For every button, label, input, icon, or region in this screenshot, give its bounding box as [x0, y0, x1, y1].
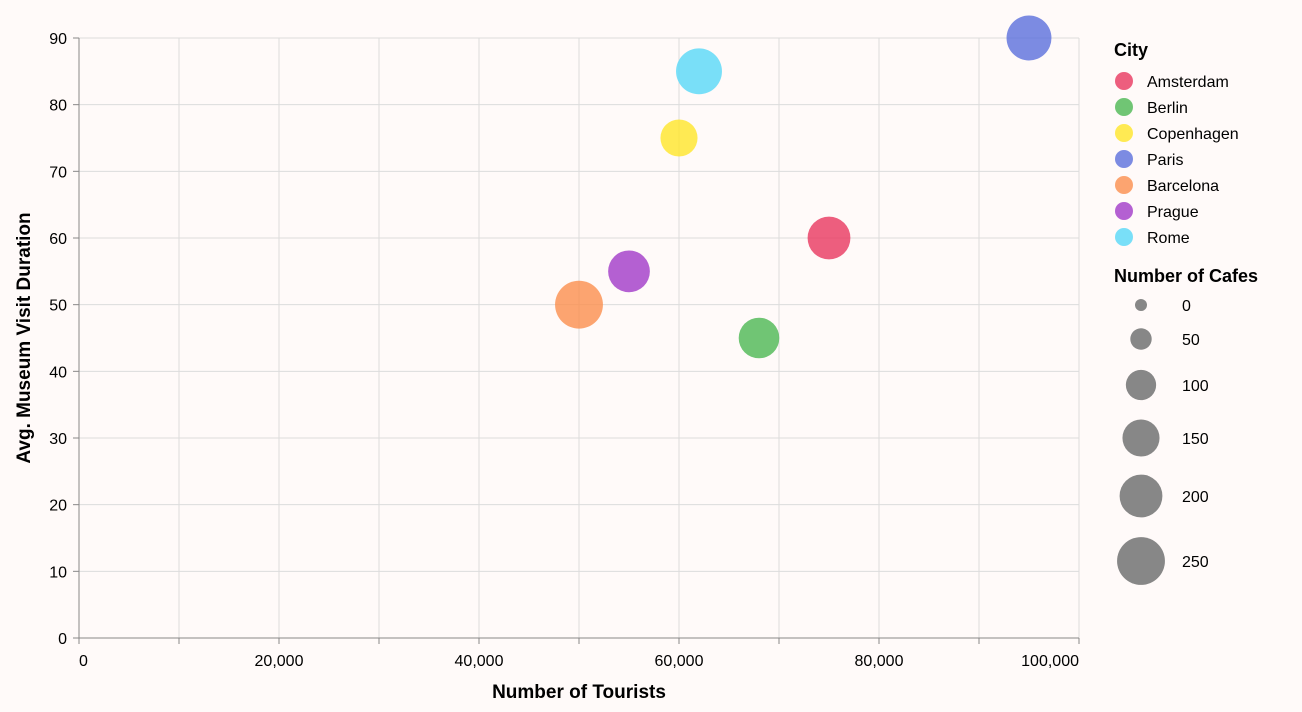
color-legend: City Amsterdam Berlin Copenhagen Paris Barce…: [1114, 40, 1239, 247]
size-legend-label: 0: [1182, 298, 1191, 315]
legend-label-barcelona: Barcelona: [1147, 178, 1219, 195]
y-axis-title: Avg. Museum Visit Duration: [14, 212, 35, 463]
y-tick-label: 80: [49, 98, 67, 115]
y-tick-label: 70: [49, 164, 67, 181]
data-points: [555, 15, 1052, 359]
size-legend-swatch: [1122, 419, 1160, 457]
y-tick-label: 60: [49, 231, 67, 248]
y-tick-label: 20: [49, 498, 67, 515]
size-legend-label: 200: [1182, 489, 1209, 506]
x-axis: 0 20,000 40,000 60,000 80,000 100,000: [78, 637, 1080, 670]
data-point-copenhagen: [660, 119, 698, 157]
legend-swatch-prague: [1115, 202, 1133, 220]
data-point-berlin: [738, 317, 780, 359]
legend-swatch-barcelona: [1115, 176, 1133, 194]
y-tick-label: 10: [49, 564, 67, 581]
y-tick-label: 0: [58, 631, 67, 648]
x-tick-label: 20,000: [255, 653, 304, 670]
size-legend-swatch: [1117, 537, 1165, 585]
color-legend-title: City: [1114, 40, 1148, 60]
legend-label-berlin: Berlin: [1147, 100, 1188, 117]
grid: [78, 37, 1080, 639]
size-legend-swatch: [1130, 328, 1152, 350]
legend-label-amsterdam: Amsterdam: [1147, 74, 1229, 91]
size-legend-label: 50: [1182, 332, 1200, 349]
size-legend-swatch: [1135, 299, 1147, 311]
data-point-amsterdam: [807, 216, 851, 260]
x-tick-label: 100,000: [1021, 653, 1079, 670]
x-tick-label: 40,000: [455, 653, 504, 670]
y-tick-label: 30: [49, 431, 67, 448]
x-axis-title: Number of Tourists: [492, 682, 666, 703]
size-legend-swatch: [1119, 474, 1163, 518]
x-tick-label: 0: [79, 653, 88, 670]
size-legend-label: 150: [1182, 431, 1209, 448]
y-tick-label: 40: [49, 364, 67, 381]
size-legend: Number of Cafes 0 50 100 150 200 250: [1114, 266, 1258, 585]
legend-swatch-copenhagen: [1115, 124, 1133, 142]
size-legend-label: 250: [1182, 554, 1209, 571]
data-point-barcelona: [555, 280, 603, 329]
data-point-rome: [676, 48, 722, 95]
data-point-paris: [1006, 15, 1052, 61]
legend-label-prague: Prague: [1147, 204, 1199, 221]
y-tick-label: 90: [49, 31, 67, 48]
legend-swatch-berlin: [1115, 98, 1133, 116]
y-tick-label: 50: [49, 298, 67, 315]
y-axis: 0 10 20 30 40 50 60 70 80 90: [49, 31, 80, 648]
legend-label-paris: Paris: [1147, 152, 1183, 169]
size-legend-title: Number of Cafes: [1114, 266, 1258, 286]
x-tick-label: 60,000: [655, 653, 704, 670]
legend-label-rome: Rome: [1147, 230, 1190, 247]
data-point-prague: [608, 250, 650, 293]
size-legend-label: 100: [1182, 378, 1209, 395]
x-tick-label: 80,000: [855, 653, 904, 670]
legend-swatch-amsterdam: [1115, 72, 1133, 90]
legend-label-copenhagen: Copenhagen: [1147, 126, 1239, 143]
size-legend-swatch: [1125, 369, 1157, 401]
legend-swatch-paris: [1115, 150, 1133, 168]
legend-swatch-rome: [1115, 228, 1133, 246]
